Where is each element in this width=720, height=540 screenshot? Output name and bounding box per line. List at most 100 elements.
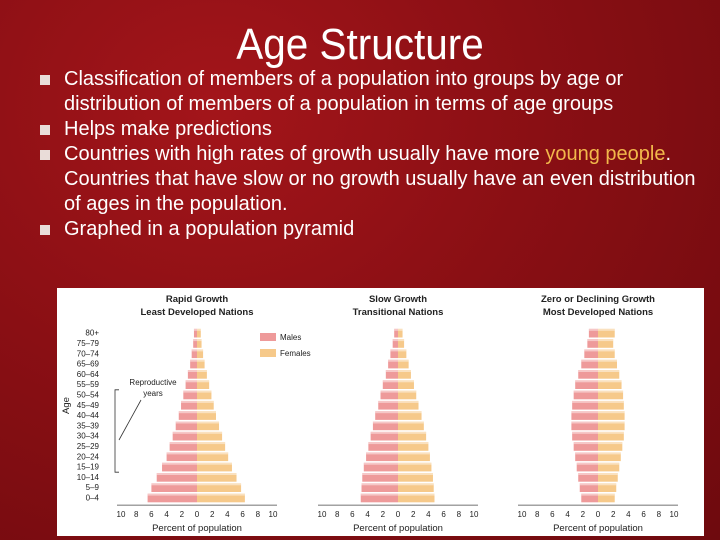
female-bar	[398, 442, 429, 451]
age-tick-label: 50–54	[77, 391, 100, 400]
bar-highlight	[178, 411, 216, 414]
male-bar	[575, 380, 598, 389]
male-bar	[390, 349, 398, 359]
male-bar	[372, 421, 398, 431]
age-tick-label: 75–79	[77, 339, 100, 348]
age-tick-label: 20–24	[77, 452, 100, 461]
male-bar	[368, 442, 398, 451]
bullet-text: Countries with high rates of growth usua…	[64, 143, 546, 165]
female-bar	[197, 421, 220, 431]
bar-highlight	[181, 400, 214, 403]
bar-highlight	[169, 442, 226, 445]
female-bar	[598, 452, 621, 462]
male-bar	[362, 473, 398, 482]
bar-highlight	[587, 339, 614, 342]
female-bar	[398, 400, 419, 410]
x-tick-label: 2	[581, 510, 586, 519]
female-bar	[197, 411, 216, 420]
male-bar	[584, 349, 598, 359]
age-tick-label: 15–19	[77, 463, 100, 472]
female-bar	[197, 431, 223, 441]
female-bar	[398, 390, 417, 400]
male-bar	[588, 328, 598, 338]
bar-highlight	[172, 431, 223, 434]
age-tick-label: 25–29	[77, 442, 100, 451]
age-tick-label: 80+	[85, 329, 99, 338]
bar-highlight	[360, 493, 435, 496]
bar-highlight	[382, 380, 414, 383]
bar-highlight	[363, 462, 432, 465]
male-bar	[175, 421, 197, 431]
x-tick-label: 6	[550, 510, 555, 519]
female-bar	[598, 380, 622, 389]
male-bar	[587, 339, 598, 348]
male-bar	[190, 359, 197, 369]
x-tick-label: 2	[381, 510, 386, 519]
legend-swatch-females	[260, 349, 276, 357]
female-bar	[197, 473, 237, 482]
female-bar	[398, 359, 409, 369]
x-tick-label: 0	[396, 510, 401, 519]
x-axis-label: Percent of population	[353, 523, 443, 534]
female-bar	[598, 339, 614, 348]
male-bar	[363, 462, 398, 472]
bar-highlight	[579, 483, 617, 486]
female-bar	[398, 380, 414, 389]
bullet-item: Countries with high rates of growth usua…	[40, 142, 710, 217]
bar-highlight	[578, 370, 620, 372]
x-tick-label: 8	[335, 510, 340, 519]
reproductive-bracket	[114, 389, 119, 473]
x-tick-label: 2	[180, 510, 185, 519]
bullet-text: Classification of members of a populatio…	[64, 68, 624, 115]
male-bar	[166, 452, 197, 462]
bar-highlight	[162, 462, 232, 465]
bullet-item: Classification of members of a populatio…	[40, 67, 710, 117]
x-tick-label: 10	[518, 510, 527, 519]
male-bar	[579, 483, 598, 492]
male-bar	[151, 483, 197, 492]
chart-subtitle: Transitional Nations	[353, 307, 444, 318]
bar-highlight	[573, 390, 624, 393]
bar-highlight	[581, 359, 617, 362]
bar-highlight	[368, 442, 429, 445]
female-bar	[398, 462, 432, 472]
female-bar	[197, 349, 204, 359]
x-tick-label: 8	[457, 510, 462, 519]
male-bar	[578, 473, 598, 482]
female-bar	[197, 442, 226, 451]
male-bar	[572, 431, 598, 441]
bullet-item: Helps make predictions	[40, 117, 710, 142]
male-bar	[382, 380, 398, 389]
female-bar	[398, 411, 422, 420]
age-tick-label: 60–64	[77, 370, 100, 379]
bar-highlight	[362, 473, 433, 475]
bullet-highlight-text: young people	[545, 143, 666, 165]
male-bar	[581, 359, 598, 369]
male-bar	[576, 462, 598, 472]
population-pyramids-svg: Rapid Growth Least Developed Nations 10 8 6 4…	[61, 294, 679, 534]
female-bar	[598, 370, 620, 379]
x-tick-label: 0	[195, 510, 200, 519]
chart-title: Zero or Declining Growth	[541, 294, 655, 305]
bar-highlight	[193, 339, 202, 342]
x-tick-label: 8	[134, 510, 139, 519]
bar-highlight	[191, 349, 204, 352]
age-tick-label: 0–4	[86, 494, 100, 503]
bullet-list: Classification of members of a populatio…	[40, 67, 710, 242]
female-bar	[398, 473, 433, 482]
male-bar	[571, 411, 598, 420]
y-axis-label: Age	[61, 397, 72, 414]
bar-highlight	[147, 493, 245, 496]
annotation-leader-line	[118, 399, 142, 441]
x-tick-label: 0	[596, 510, 601, 519]
female-bar	[197, 493, 245, 503]
female-bar	[197, 452, 229, 462]
female-bar	[197, 462, 232, 472]
female-bar	[598, 349, 615, 359]
female-bar	[197, 390, 212, 400]
male-bar	[392, 339, 398, 348]
bar-highlight	[380, 390, 417, 393]
male-bar	[366, 452, 398, 462]
female-bar	[398, 483, 434, 492]
x-tick-label: 2	[210, 510, 215, 519]
